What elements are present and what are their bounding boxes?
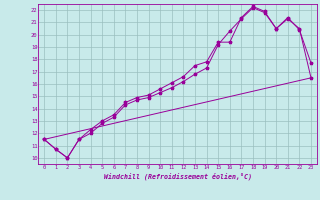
X-axis label: Windchill (Refroidissement éolien,°C): Windchill (Refroidissement éolien,°C)	[104, 172, 252, 180]
